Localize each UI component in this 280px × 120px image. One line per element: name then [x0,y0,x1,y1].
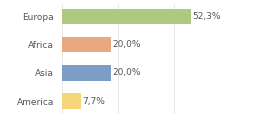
Text: 20,0%: 20,0% [113,68,141,77]
Bar [62,65,111,81]
Text: 20,0%: 20,0% [113,40,141,49]
Bar [62,93,81,109]
Bar [62,37,111,52]
Text: 52,3%: 52,3% [192,12,221,21]
Text: 7,7%: 7,7% [82,97,105,106]
Bar [62,9,191,24]
